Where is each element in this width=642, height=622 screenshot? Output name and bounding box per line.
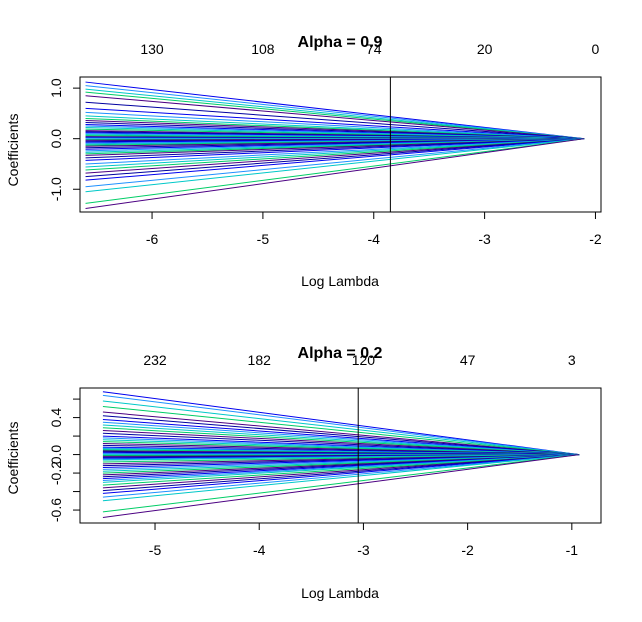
y-tick-label: 0.4 [48, 408, 64, 428]
x-tick-label: -5 [257, 231, 270, 247]
y-axis-label: Coefficients [5, 422, 21, 495]
coefficient-path-6 [102, 415, 580, 456]
x-tick-label: -1 [566, 542, 579, 558]
coefficient-path-45 [85, 138, 585, 168]
x-axis: -5 -4 -3 -2 -1 [149, 522, 579, 558]
coefficient-path-1 [102, 391, 580, 456]
coefficient-path-52 [102, 454, 580, 513]
x-tick-label: -6 [146, 231, 159, 247]
coefficient-path-2 [85, 85, 585, 140]
y-tick-label: 1.0 [48, 78, 64, 98]
top-axis-label: 232 [143, 352, 167, 368]
x-axis-label: Log Lambda [301, 585, 379, 601]
top-axis-label: 20 [477, 41, 493, 57]
coefficient-path-5 [102, 411, 580, 456]
coefficient-path-8 [85, 111, 585, 140]
y-axis: -1.0 0.0 1.0 [48, 78, 81, 201]
y-tick-label: -0.6 [48, 498, 64, 522]
coefficient-path-2 [102, 394, 580, 456]
coefficient-path-46 [85, 138, 585, 171]
alpha-0-9-panel: Alpha = 0.9 Coefficients Log Lambda -6 -5… [5, 34, 602, 289]
x-tick-label: -4 [368, 231, 381, 247]
coefficient-path-49 [102, 454, 580, 494]
coefficient-path-4 [102, 405, 580, 456]
coefficient-path-50 [85, 138, 585, 188]
coefficient-path-53 [85, 138, 585, 209]
panel-title: Alpha = 0.9 [298, 34, 383, 51]
coefficient-path-6 [85, 101, 585, 140]
coefficient-path-1 [85, 81, 585, 140]
panel-title: Alpha = 0.2 [298, 345, 383, 362]
y-tick-label: 0.0 [48, 445, 64, 465]
top-axis-label: 120 [352, 352, 376, 368]
coefficient-path-7 [85, 107, 585, 140]
x-axis-label: Log Lambda [301, 273, 379, 289]
top-axis-label: 3 [568, 352, 576, 368]
x-tick-label: -2 [461, 542, 474, 558]
alpha-0-2-panel: Alpha = 0.2 Coefficients Log Lambda -5 -4… [5, 345, 602, 601]
coefficient-path-51 [102, 454, 580, 502]
y-axis: -0.6 -0.20.0 0.4 [48, 398, 81, 522]
coefficient-lines [85, 81, 585, 209]
x-tick-label: -5 [149, 542, 162, 558]
coefficient-path-49 [85, 138, 585, 181]
coefficient-path-50 [102, 454, 580, 498]
coefficient-path-48 [85, 138, 585, 178]
top-axis-counts: 130 108 74 20 0 [140, 41, 599, 57]
x-tick-label: -3 [357, 542, 370, 558]
y-tick-label: -0.2 [48, 461, 64, 485]
coefficient-path-43 [85, 138, 585, 161]
top-axis-label: 0 [592, 41, 600, 57]
top-axis-counts: 232 182 120 47 3 [143, 352, 576, 368]
coefficient-path-47 [85, 138, 585, 174]
y-axis-label: Coefficients [5, 114, 21, 187]
top-axis-label: 182 [248, 352, 272, 368]
coefficient-path-53 [102, 454, 580, 518]
y-tick-label: 0.0 [48, 129, 64, 149]
top-axis-label: 47 [460, 352, 476, 368]
x-axis: -6 -5 -4 -3 -2 [146, 211, 602, 247]
coefficient-path-44 [85, 138, 585, 165]
x-tick-label: -2 [589, 231, 602, 247]
x-tick-label: -4 [253, 542, 266, 558]
coefficient-path-51 [85, 138, 585, 193]
coefficient-path-4 [85, 91, 585, 140]
x-tick-label: -3 [478, 231, 491, 247]
top-axis-label: 108 [251, 41, 275, 57]
top-axis-label: 130 [140, 41, 164, 57]
coefficient-path-3 [102, 400, 580, 456]
top-axis-label: 74 [366, 41, 382, 57]
coefficient-lines [102, 391, 580, 518]
coefficient-path-52 [85, 138, 585, 204]
y-tick-label: -1.0 [48, 177, 64, 201]
coefficient-path-3 [85, 88, 585, 140]
coefficient-path-5 [85, 95, 585, 140]
